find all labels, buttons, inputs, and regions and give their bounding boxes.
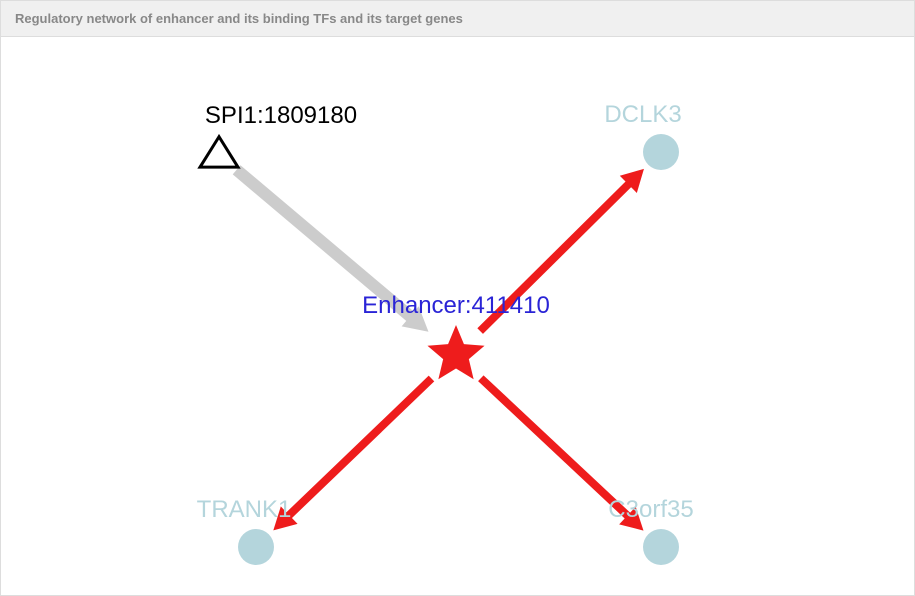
regulatory-network-diagram[interactable]: Enhancer:411410 SPI1:1809180 DCLK3 TRANK1 C3… (1, 37, 914, 596)
gene-node-icon (643, 134, 679, 170)
panel-title: Regulatory network of enhancer and its b… (15, 11, 463, 26)
node-label: TRANK1 (197, 496, 292, 523)
panel-header: Regulatory network of enhancer and its b… (1, 1, 914, 37)
node-gene_trank1[interactable]: TRANK1 (197, 496, 292, 565)
node-enhancer[interactable]: Enhancer:411410 (362, 292, 550, 379)
gene-node-icon (238, 529, 274, 565)
node-tf_spi1[interactable]: SPI1:1809180 (200, 102, 357, 167)
network-panel: Regulatory network of enhancer and its b… (0, 0, 915, 596)
gene-node-icon (643, 529, 679, 565)
nodes-layer: Enhancer:411410 SPI1:1809180 DCLK3 TRANK1 C3… (197, 101, 694, 565)
node-label: Enhancer:411410 (362, 292, 550, 319)
enhancer-node-icon (427, 325, 484, 379)
edge-enhancer-gene_trank1[interactable] (283, 379, 432, 522)
tf-node-icon (200, 137, 238, 167)
node-label: DCLK3 (604, 101, 681, 128)
node-label: SPI1:1809180 (205, 102, 357, 129)
panel-body: Enhancer:411410 SPI1:1809180 DCLK3 TRANK1 C3… (1, 37, 914, 595)
node-gene_c3orf35[interactable]: C3orf35 (608, 496, 693, 565)
node-label: C3orf35 (608, 496, 693, 523)
node-gene_dclk3[interactable]: DCLK3 (604, 101, 681, 170)
